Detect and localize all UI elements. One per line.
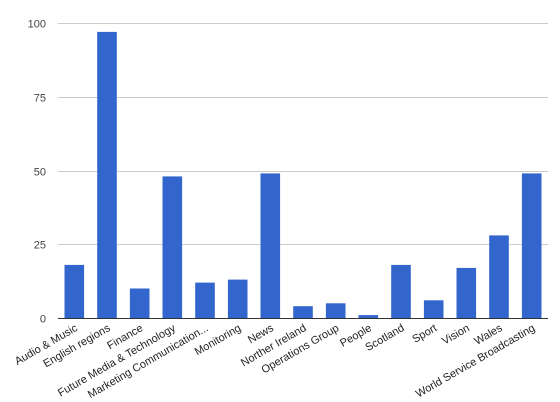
y-tick-label: 50: [34, 167, 46, 179]
y-tick-label: 75: [34, 93, 46, 105]
bar-6: [260, 173, 281, 318]
bar-14: [521, 173, 542, 318]
bar-12: [456, 267, 477, 318]
y-tick-label: 0: [40, 314, 46, 326]
bar-10: [391, 264, 411, 318]
bars: [64, 31, 542, 319]
x-category-label: Vision: [440, 322, 472, 347]
bar-4: [195, 282, 215, 318]
y-tick-label: 25: [34, 240, 46, 252]
bar-11: [423, 300, 444, 318]
bar-2: [129, 288, 150, 318]
bar-1: [97, 31, 117, 319]
x-category-label: Sport: [410, 322, 439, 346]
bar-0: [64, 264, 85, 318]
bar-9: [358, 315, 379, 318]
gridlines: [58, 23, 548, 245]
bar-13: [489, 235, 509, 318]
bar-3: [162, 176, 183, 318]
bar-8: [325, 303, 346, 319]
bar-7: [293, 306, 313, 318]
y-axis-tick-labels: 0 25 50 75 100: [28, 19, 46, 326]
y-tick-label: 100: [28, 19, 46, 31]
bar-5: [227, 279, 248, 318]
